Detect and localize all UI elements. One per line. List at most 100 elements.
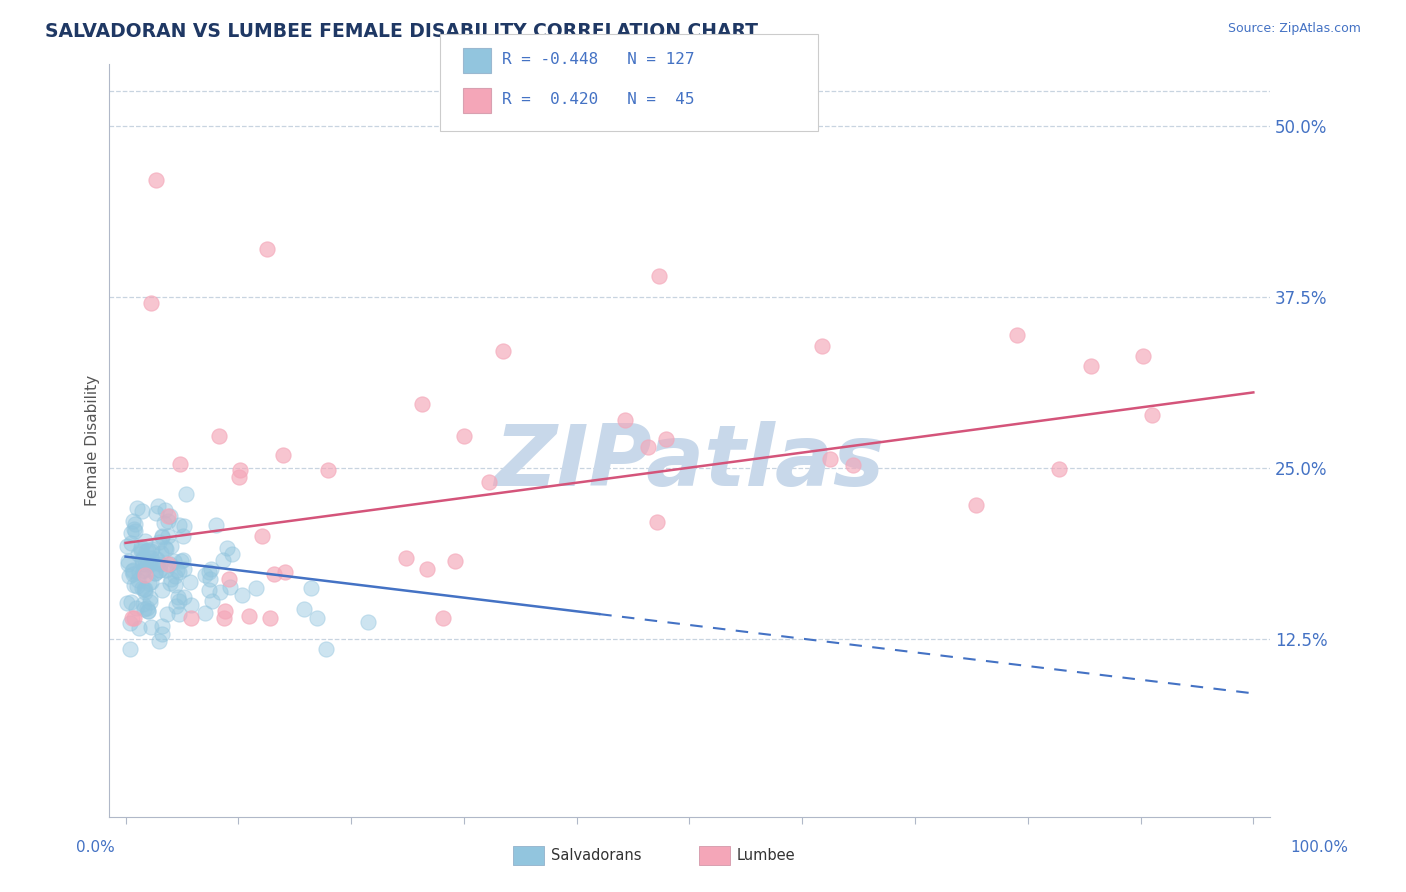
Point <box>212 552 235 566</box>
Point <box>432 611 454 625</box>
Point <box>444 554 467 568</box>
Point <box>172 528 194 542</box>
Point <box>180 611 202 625</box>
Point <box>127 501 149 516</box>
Point <box>121 564 143 578</box>
Point <box>655 433 678 447</box>
Point <box>129 542 152 557</box>
Point <box>157 509 180 524</box>
Point <box>134 585 156 599</box>
Point <box>138 575 160 590</box>
Point <box>129 544 152 558</box>
Point <box>127 547 149 561</box>
Point <box>136 555 159 569</box>
Point <box>132 597 155 611</box>
Point <box>148 534 170 549</box>
Point <box>169 518 191 533</box>
Text: SALVADORAN VS LUMBEE FEMALE DISABILITY CORRELATION CHART: SALVADORAN VS LUMBEE FEMALE DISABILITY C… <box>45 22 758 41</box>
Point <box>218 572 240 586</box>
Point <box>231 588 253 602</box>
Point <box>122 563 145 577</box>
Point <box>200 561 222 575</box>
Point <box>124 517 146 532</box>
Point <box>146 499 169 513</box>
Point <box>155 503 177 517</box>
Point <box>159 575 181 590</box>
Point <box>193 567 215 582</box>
Point <box>146 552 169 566</box>
Point <box>120 641 142 656</box>
Point <box>194 606 217 620</box>
Point <box>148 563 170 577</box>
Point <box>120 594 142 608</box>
Point <box>131 553 153 567</box>
Point <box>316 463 339 477</box>
Point <box>122 522 145 536</box>
Point <box>132 551 155 566</box>
Point <box>259 611 281 625</box>
Point <box>165 599 187 613</box>
Point <box>120 525 142 540</box>
Point <box>156 607 179 621</box>
Point <box>238 608 260 623</box>
Point <box>134 582 156 597</box>
Point <box>138 604 160 618</box>
Point <box>139 574 162 589</box>
Point <box>132 563 155 577</box>
Point <box>139 543 162 558</box>
Point <box>148 633 170 648</box>
Point <box>159 508 181 523</box>
Point <box>411 397 433 411</box>
Point <box>228 470 250 484</box>
Point <box>139 550 162 565</box>
Point <box>172 553 194 567</box>
Point <box>208 429 231 443</box>
Point <box>145 506 167 520</box>
Point <box>122 578 145 592</box>
Point <box>121 611 143 625</box>
Point <box>167 566 190 580</box>
Point <box>256 242 278 256</box>
Point <box>165 578 187 592</box>
Text: ZIPatlas: ZIPatlas <box>495 421 884 504</box>
Point <box>271 449 294 463</box>
Point <box>416 562 439 576</box>
Point <box>117 554 139 568</box>
Point <box>155 541 177 556</box>
Text: R =  0.420   N =  45: R = 0.420 N = 45 <box>502 93 695 107</box>
Point <box>139 595 162 609</box>
Point <box>250 528 273 542</box>
Point <box>478 475 501 490</box>
Point <box>157 529 180 543</box>
Point <box>614 413 637 427</box>
Point <box>129 541 152 555</box>
Point <box>208 585 231 599</box>
Point <box>153 516 176 531</box>
Point <box>155 563 177 577</box>
Text: 100.0%: 100.0% <box>1289 840 1348 855</box>
Point <box>127 573 149 587</box>
Text: Lumbee: Lumbee <box>737 848 796 863</box>
Point <box>965 498 987 512</box>
Point <box>132 557 155 571</box>
Point <box>134 602 156 616</box>
Point <box>145 173 167 187</box>
Point <box>150 529 173 543</box>
Point <box>292 601 315 615</box>
Point <box>157 557 180 571</box>
Point <box>274 565 297 579</box>
Point <box>132 564 155 578</box>
Point <box>395 551 418 566</box>
Y-axis label: Female Disability: Female Disability <box>86 375 100 506</box>
Point <box>159 558 181 572</box>
Point <box>160 572 183 586</box>
Point <box>648 269 671 284</box>
Point <box>1047 462 1070 476</box>
Point <box>305 611 328 625</box>
Point <box>205 518 228 533</box>
Point <box>159 539 181 553</box>
Point <box>134 533 156 548</box>
Point <box>229 463 252 477</box>
Text: Salvadorans: Salvadorans <box>551 848 641 863</box>
Point <box>453 429 475 443</box>
